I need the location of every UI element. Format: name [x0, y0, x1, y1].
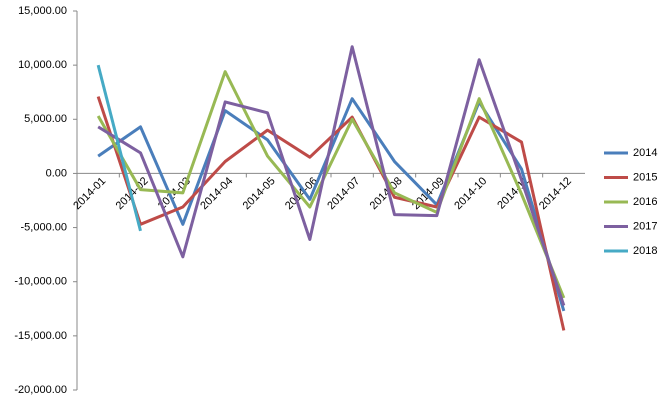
- y-tick-label: -15,000.00: [14, 330, 67, 342]
- y-tick-label: 5,000.00: [24, 113, 67, 125]
- x-tick-label: 2014-07: [325, 175, 362, 212]
- y-tick-label: 15,000.00: [18, 5, 67, 17]
- x-tick-label: 2014-10: [452, 175, 489, 212]
- line-series: [96, 64, 142, 232]
- legend-label: 2014: [633, 147, 657, 159]
- legend-label: 2016: [633, 196, 657, 208]
- y-tick-label: -5,000.00: [21, 221, 67, 233]
- line-series: [97, 45, 566, 307]
- y-tick-label: -10,000.00: [14, 276, 67, 288]
- line-series: [96, 70, 566, 299]
- x-tick-label: 2014-12: [537, 175, 574, 212]
- legend-label: 2018: [633, 245, 657, 257]
- y-tick-label: 10,000.00: [18, 59, 67, 71]
- y-tick-label: 0.00: [46, 167, 67, 179]
- x-tick-label: 2014-05: [241, 175, 278, 212]
- y-tick-label: -20,000.00: [14, 384, 67, 396]
- legend-label: 2015: [633, 171, 657, 183]
- legend-label: 2017: [633, 220, 657, 232]
